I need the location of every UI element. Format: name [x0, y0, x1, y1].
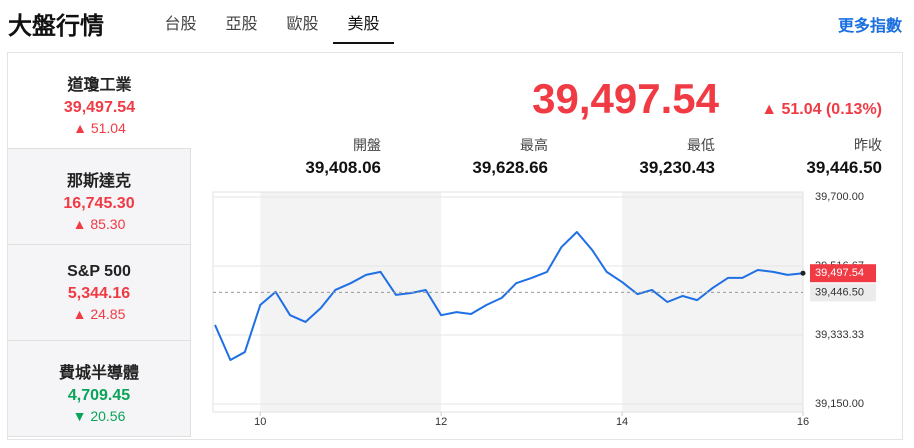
change-text: 51.04 — [90, 120, 126, 136]
tab[interactable]: 亞股 — [225, 16, 258, 33]
x-tick-label: 14 — [616, 416, 628, 428]
index-list: 道瓊工業 39,497.54 ▲ 51.04 那斯達克 16,745.30 ▲ 85.30… — [8, 53, 191, 437]
stat-value: 39,628.66 — [472, 158, 548, 177]
change-text: 20.56 — [90, 408, 126, 424]
index-name: S&P 500 — [67, 263, 131, 280]
price-tag — [810, 264, 876, 283]
x-tick-label: 12 — [435, 416, 447, 428]
arrow: ▲ — [72, 216, 91, 232]
x-tick-label: 16 — [797, 416, 809, 428]
price-tag-label: 39,446.50 — [815, 286, 864, 298]
stat-value: 39,230.43 — [639, 158, 715, 177]
index-item[interactable]: 費城半導體 4,709.45 ▼ 20.56 — [8, 341, 191, 437]
index-change: ▲ 51.04 — [8, 120, 191, 136]
page-title: 大盤行情 — [8, 13, 104, 40]
y-tick-label: 39,150.00 — [815, 398, 864, 410]
x-tick-label: 10 — [254, 416, 266, 428]
change-text: 85.30 — [90, 216, 126, 232]
tab[interactable]: 台股 — [164, 16, 197, 33]
index-name: 道瓊工業 — [67, 77, 132, 94]
stat-label: 最低 — [687, 137, 715, 153]
stat: 開盤 39,408.06 — [241, 135, 381, 178]
y-tick-label: 39,700.00 — [815, 191, 864, 203]
y-tick-label: 39,333.33 — [815, 329, 864, 341]
arrow: ▲ — [761, 101, 778, 118]
index-item[interactable]: 道瓊工業 39,497.54 ▲ 51.04 — [8, 53, 191, 149]
price-tag — [810, 283, 876, 302]
index-price: 5,344.16 — [67, 285, 131, 302]
arrow: ▼ — [72, 408, 91, 424]
index-item[interactable]: 那斯達克 16,745.30 ▲ 85.30 — [8, 149, 191, 245]
last-point — [800, 270, 806, 276]
plot-frame — [212, 191, 804, 413]
panel: 道瓊工業 39,497.54 ▲ 51.04 那斯達克 16,745.30 ▲ 85.30… — [7, 52, 903, 440]
tab[interactable]: 歐股 — [286, 16, 319, 33]
index-name: 那斯達克 — [66, 173, 131, 190]
stat: 最高 39,628.66 — [408, 135, 548, 178]
shade-band — [622, 192, 803, 412]
shade-band — [260, 192, 442, 412]
stat-value: 39,408.06 — [305, 158, 381, 177]
tab[interactable]: 美股 — [333, 10, 394, 44]
quote-price: 39,497.54 — [532, 75, 719, 122]
more-link[interactable]: 更多指數 — [837, 18, 902, 35]
index-change: ▼ 20.56 — [8, 408, 190, 424]
index-price: 16,745.30 — [63, 195, 135, 212]
stat-label: 昨收 — [854, 137, 882, 153]
stat-label: 最高 — [520, 137, 548, 153]
index-change: ▲ 24.85 — [8, 306, 190, 322]
stat-label: 開盤 — [353, 137, 381, 153]
stat: 最低 39,230.43 — [575, 135, 715, 178]
tab-bar: 台股 亞股 歐股 美股 — [150, 10, 394, 44]
stat: 昨收 39,446.50 — [742, 135, 882, 178]
change-text: 24.85 — [90, 306, 126, 322]
price-line — [214, 231, 804, 361]
index-change: ▲ 85.30 — [8, 216, 190, 232]
price-tag-label: 39,497.54 — [815, 267, 864, 279]
arrow: ▲ — [73, 120, 91, 136]
index-price: 4,709.45 — [67, 387, 131, 404]
index-price: 39,497.54 — [63, 99, 136, 116]
arrow: ▲ — [72, 306, 91, 322]
change-text: 51.04 (0.13%) — [781, 101, 882, 118]
stat-value: 39,446.50 — [806, 158, 882, 177]
index-item[interactable]: S&P 500 5,344.16 ▲ 24.85 — [8, 245, 191, 341]
index-name: 費城半導體 — [58, 365, 139, 382]
quote-change: ▲ 51.04 (0.13%) — [761, 101, 882, 119]
